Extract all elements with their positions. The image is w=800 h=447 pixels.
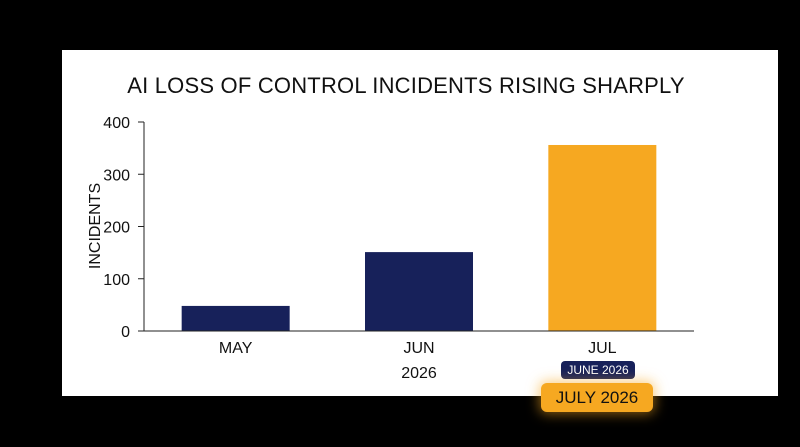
- chart-title: AI LOSS OF CONTROL INCIDENTS RISING SHAR…: [127, 73, 685, 98]
- y-axis-label: INCIDENTS: [87, 183, 104, 269]
- july-2026-badge: JULY 2026: [541, 383, 653, 412]
- y-axis-ticks: 0 100 200 300 400: [103, 115, 144, 341]
- y-tick-label: 300: [103, 167, 130, 184]
- x-tick-label: JUN: [403, 340, 434, 357]
- june-2026-badge: JUNE 2026: [561, 361, 635, 379]
- x-tick-label: JUL: [588, 340, 617, 357]
- bar-chart: AI LOSS OF CONTROL INCIDENTS RISING SHAR…: [87, 73, 694, 382]
- x-axis-label: 2026: [401, 365, 437, 382]
- bar-jun: [365, 252, 473, 331]
- y-tick-label: 100: [103, 272, 130, 289]
- bar-jul: [548, 144, 657, 331]
- x-axis-ticks: MAY JUN JUL: [219, 340, 617, 357]
- x-tick-label: MAY: [219, 340, 253, 357]
- chart-panel: AI LOSS OF CONTROL INCIDENTS RISING SHAR…: [62, 50, 778, 396]
- y-tick-label: 200: [103, 220, 130, 237]
- y-tick-label: 0: [121, 324, 130, 341]
- y-tick-label: 400: [103, 115, 130, 132]
- bars: [181, 144, 657, 331]
- bar-may: [181, 305, 290, 331]
